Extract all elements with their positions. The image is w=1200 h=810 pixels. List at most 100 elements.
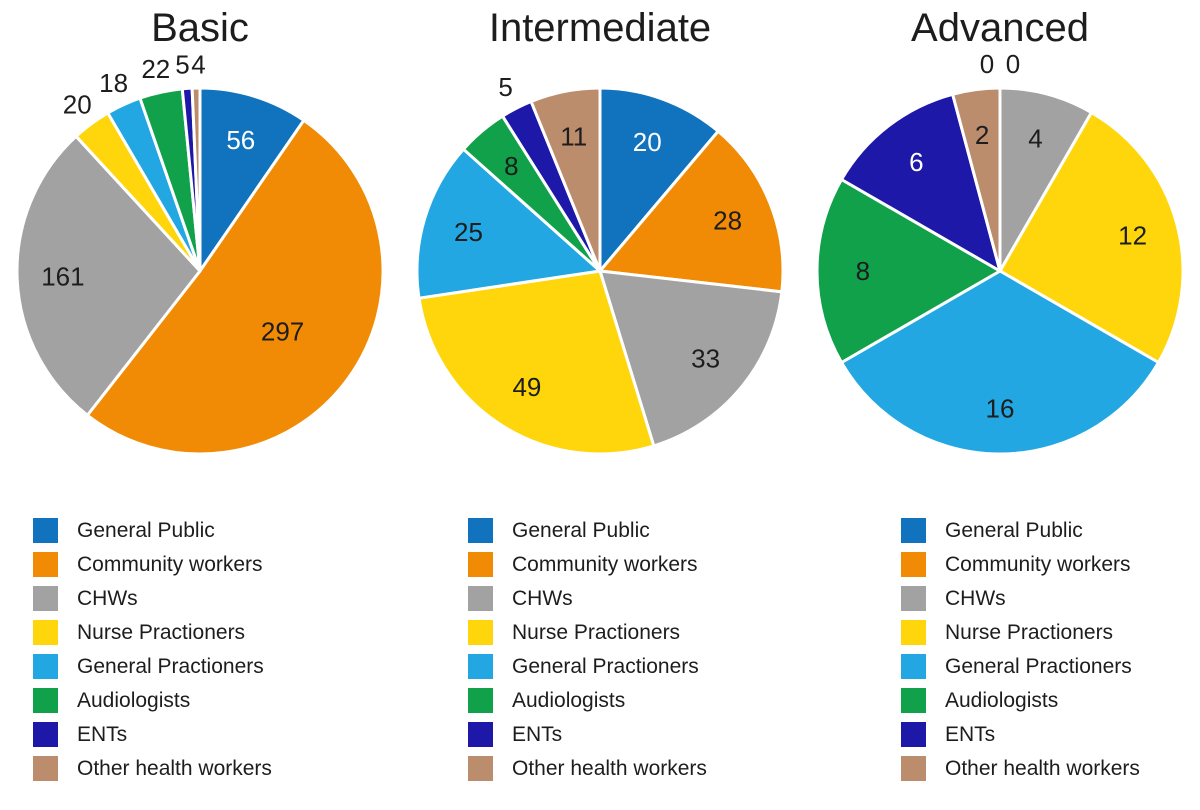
pie-value-label-other-health-workers: 2 <box>975 120 989 150</box>
legend-swatch-general-practioners <box>33 654 58 679</box>
pie-slice-general-practioners <box>415 147 602 300</box>
legend-swatch-nurse-practioners <box>33 620 58 645</box>
legend-label-audiologists: Audiologists <box>512 688 626 712</box>
legend-label-general-practioners: General Practioners <box>77 654 264 678</box>
legend-label-other-health-workers: Other health workers <box>77 756 272 780</box>
legend-item-chws: CHWs <box>901 586 1200 611</box>
legend-swatch-ents <box>33 722 58 747</box>
legend-swatch-nurse-practioners <box>468 620 493 645</box>
legend-item-nurse-practioners: Nurse Practioners <box>33 620 400 645</box>
legend-item-ents: ENTs <box>468 722 800 747</box>
legend-swatch-chws <box>468 586 493 611</box>
legend-label-general-practioners: General Practioners <box>512 654 699 678</box>
legend-swatch-general-practioners <box>468 654 493 679</box>
pie-slice-ents <box>840 92 1002 273</box>
pie-value-label-audiologists: 8 <box>856 256 870 286</box>
legend-label-chws: CHWs <box>512 586 573 610</box>
pie-slice-community-workers <box>85 118 385 456</box>
legend-swatch-other-health-workers <box>901 756 926 781</box>
legend-advanced: General Public Community workers CHWs Nu… <box>800 518 1200 790</box>
pie-slice-chws <box>998 86 1093 273</box>
pie-value-label-general-practioners: 16 <box>986 393 1015 423</box>
pie-slice-other-health-workers <box>951 86 1002 273</box>
legend-item-other-health-workers: Other health workers <box>901 756 1200 781</box>
legend-swatch-general-public <box>33 518 58 543</box>
pie-value-label-general-practioners: 18 <box>99 68 128 98</box>
legend-label-nurse-practioners: Nurse Practioners <box>945 620 1114 644</box>
legend-item-general-practioners: General Practioners <box>901 654 1200 679</box>
legend-item-general-public: General Public <box>901 518 1200 543</box>
pie-slice-general-practioners <box>840 269 1160 456</box>
legend-item-audiologists: Audiologists <box>468 688 800 713</box>
legend-swatch-ents <box>468 722 493 747</box>
pie-value-label-chws: 161 <box>41 262 84 292</box>
pie-value-label-community-workers: 0 <box>1006 49 1020 79</box>
pie-value-label-audiologists: 22 <box>141 54 170 84</box>
chart-title-advanced: Advanced <box>911 6 1089 50</box>
legend-item-general-public: General Public <box>468 518 800 543</box>
legend-item-chws: CHWs <box>468 586 800 611</box>
pie-value-label-general-practioners: 25 <box>454 217 483 247</box>
legend-label-community-workers: Community workers <box>512 552 698 576</box>
legend-label-ents: ENTs <box>77 722 128 746</box>
pie-slice-other-health-workers <box>190 86 202 273</box>
legend-swatch-ents <box>901 722 926 747</box>
pie-slice-chws <box>15 134 202 417</box>
chart-column-advanced: Advanced 0 0 4 12 16 8 6 2 <box>800 0 1200 480</box>
pie-value-label-general-public: 20 <box>633 127 662 157</box>
legend-label-general-practioners: General Practioners <box>945 654 1132 678</box>
chart-column-intermediate: Intermediate 20 28 33 49 25 8 5 11 <box>400 0 800 480</box>
legend-swatch-other-health-workers <box>33 756 58 781</box>
legend-swatch-general-public <box>468 518 493 543</box>
legend-swatch-community-workers <box>901 552 926 577</box>
legend-label-nurse-practioners: Nurse Practioners <box>77 620 246 644</box>
legend-item-ents: ENTs <box>901 722 1200 747</box>
pie-value-label-nurse-practioners: 20 <box>63 90 92 120</box>
pie-slice-chws <box>598 269 784 448</box>
legend-item-other-health-workers: Other health workers <box>468 756 800 781</box>
legend-swatch-audiologists <box>901 688 926 713</box>
pie-value-label-chws: 33 <box>691 344 720 374</box>
legend-item-community-workers: Community workers <box>901 552 1200 577</box>
legends-row: General Public Community workers CHWs Nu… <box>0 518 1200 790</box>
legend-item-audiologists: Audiologists <box>33 688 400 713</box>
legend-swatch-community-workers <box>468 552 493 577</box>
pie-value-label-audiologists: 8 <box>504 151 518 181</box>
pie-value-label-nurse-practioners: 12 <box>1118 221 1147 251</box>
legend-label-nurse-practioners: Nurse Practioners <box>512 620 681 644</box>
pie-value-label-other-health-workers: 11 <box>560 121 587 151</box>
legend-swatch-community-workers <box>33 552 58 577</box>
pie-slice-community-workers <box>598 129 785 294</box>
legend-item-nurse-practioners: Nurse Practioners <box>468 620 800 645</box>
legend-swatch-nurse-practioners <box>901 620 926 645</box>
pie-slice-other-health-workers <box>529 86 602 273</box>
legend-swatch-general-public <box>901 518 926 543</box>
pie-slice-nurse-practioners <box>998 111 1185 364</box>
legend-label-audiologists: Audiologists <box>945 688 1059 712</box>
legend-item-chws: CHWs <box>33 586 400 611</box>
legend-swatch-chws <box>901 586 926 611</box>
legend-label-general-public: General Public <box>945 518 1083 542</box>
legend-item-community-workers: Community workers <box>468 552 800 577</box>
legend-label-chws: CHWs <box>945 586 1006 610</box>
chart-title-intermediate: Intermediate <box>488 6 712 50</box>
legend-swatch-audiologists <box>468 688 493 713</box>
legend-swatch-other-health-workers <box>468 756 493 781</box>
pie-value-label-ents: 5 <box>498 72 512 102</box>
pie-value-label-community-workers: 28 <box>713 205 742 235</box>
legend-item-community-workers: Community workers <box>33 552 400 577</box>
pie-value-label-general-public: 0 <box>980 49 994 79</box>
legend-label-chws: CHWs <box>77 586 138 610</box>
legend-item-ents: ENTs <box>33 722 400 747</box>
legend-swatch-general-practioners <box>901 654 926 679</box>
legend-label-other-health-workers: Other health workers <box>512 756 707 780</box>
legend-item-audiologists: Audiologists <box>901 688 1200 713</box>
legend-swatch-audiologists <box>33 688 58 713</box>
charts-row: Basic 56 297 161 20 18 22 5 4 Intermediate 20 28… <box>0 0 1200 480</box>
pie-value-label-ents: 6 <box>909 147 923 177</box>
legend-intermediate: General Public Community workers CHWs Nu… <box>400 518 800 790</box>
pie-slice-audiologists <box>815 178 1002 364</box>
chart-column-basic: Basic 56 297 161 20 18 22 5 4 <box>0 0 400 480</box>
pie-chart-intermediate: 20 28 33 49 25 8 5 11 <box>415 72 785 456</box>
